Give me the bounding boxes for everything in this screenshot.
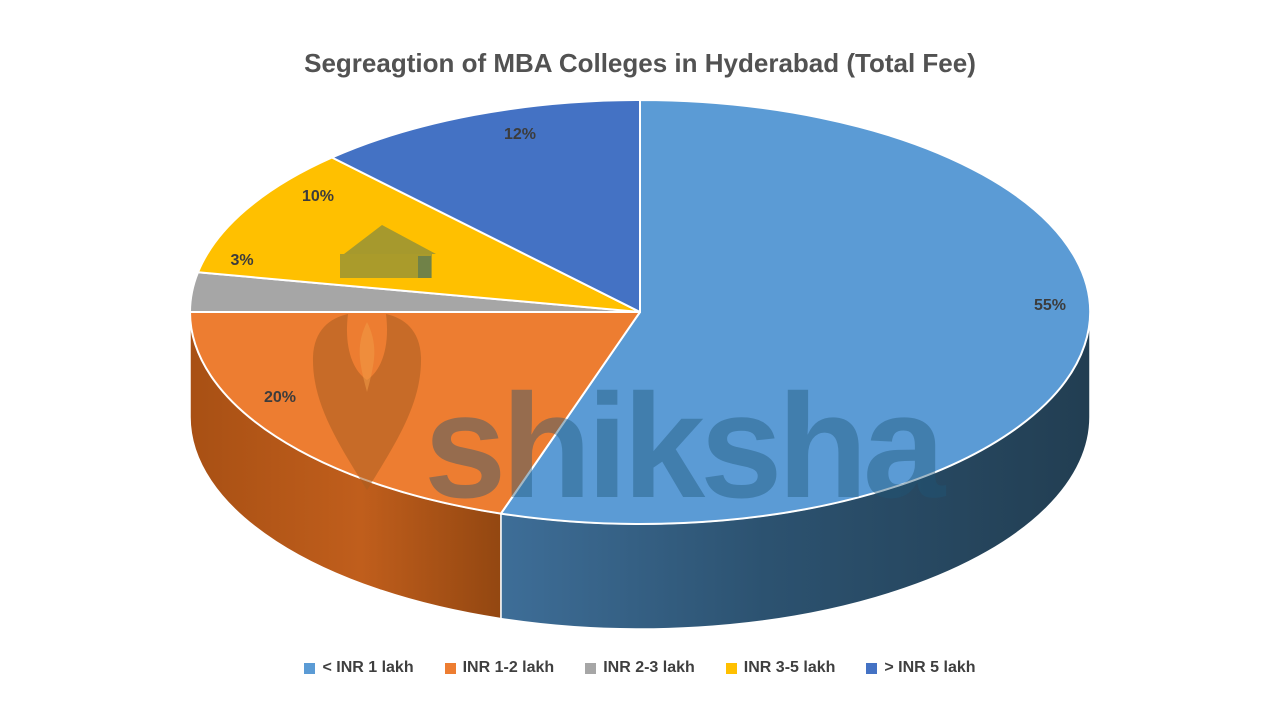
pie-slice-inr-1-2-lakh	[189, 311, 641, 515]
chart-legend: < INR 1 lakh INR 1-2 lakh INR 2-3 lakh I…	[0, 659, 1280, 677]
pie-slice-inr-over-5-lakh	[331, 99, 641, 313]
slice-label-10: 10%	[302, 188, 334, 205]
shiksha-watermark: shiksha	[312, 225, 952, 529]
slice-label-55: 55%	[1034, 297, 1066, 314]
legend-swatch	[304, 662, 316, 674]
legend-item-inr-2-3-lakh: INR 2-3 lakh	[585, 659, 695, 677]
legend-label: INR 1-2 lakh	[462, 659, 555, 676]
legend-item-inr-1-2-lakh: INR 1-2 lakh	[444, 659, 555, 677]
legend-label: INR 3-5 lakh	[743, 659, 836, 676]
legend-swatch	[585, 662, 597, 674]
legend-item-inr-3-5-lakh: INR 3-5 lakh	[725, 659, 836, 677]
pie-slice-inr-3-5-lakh	[197, 156, 641, 313]
shiksha-logo-icon	[312, 225, 436, 490]
legend-label: > INR 5 lakh	[884, 659, 976, 676]
grad-cap-icon	[344, 225, 436, 254]
grad-cap-base	[340, 254, 432, 278]
chart-title: Segreagtion of MBA Colleges in Hyderabad…	[304, 48, 976, 78]
legend-swatch	[725, 662, 737, 674]
legend-label: < INR 1 lakh	[322, 659, 414, 676]
legend-swatch	[866, 662, 878, 674]
legend-swatch	[444, 662, 456, 674]
pen-nib-slit	[359, 322, 375, 392]
pie-slice-inr-under-1-lakh	[499, 99, 1092, 525]
legend-label: INR 2-3 lakh	[603, 659, 695, 676]
pen-nib-icon	[312, 314, 422, 490]
legend-item-inr-under-1-lakh: < INR 1 lakh	[304, 659, 414, 677]
grad-cap-tassel	[418, 256, 431, 278]
legend-item-inr-over-5-lakh: > INR 5 lakh	[866, 659, 976, 677]
shiksha-logo-text: shiksha	[424, 364, 947, 529]
slice-label-3: 3%	[230, 252, 253, 269]
slice-label-12: 12%	[504, 126, 536, 143]
slice-label-20: 20%	[264, 389, 296, 406]
